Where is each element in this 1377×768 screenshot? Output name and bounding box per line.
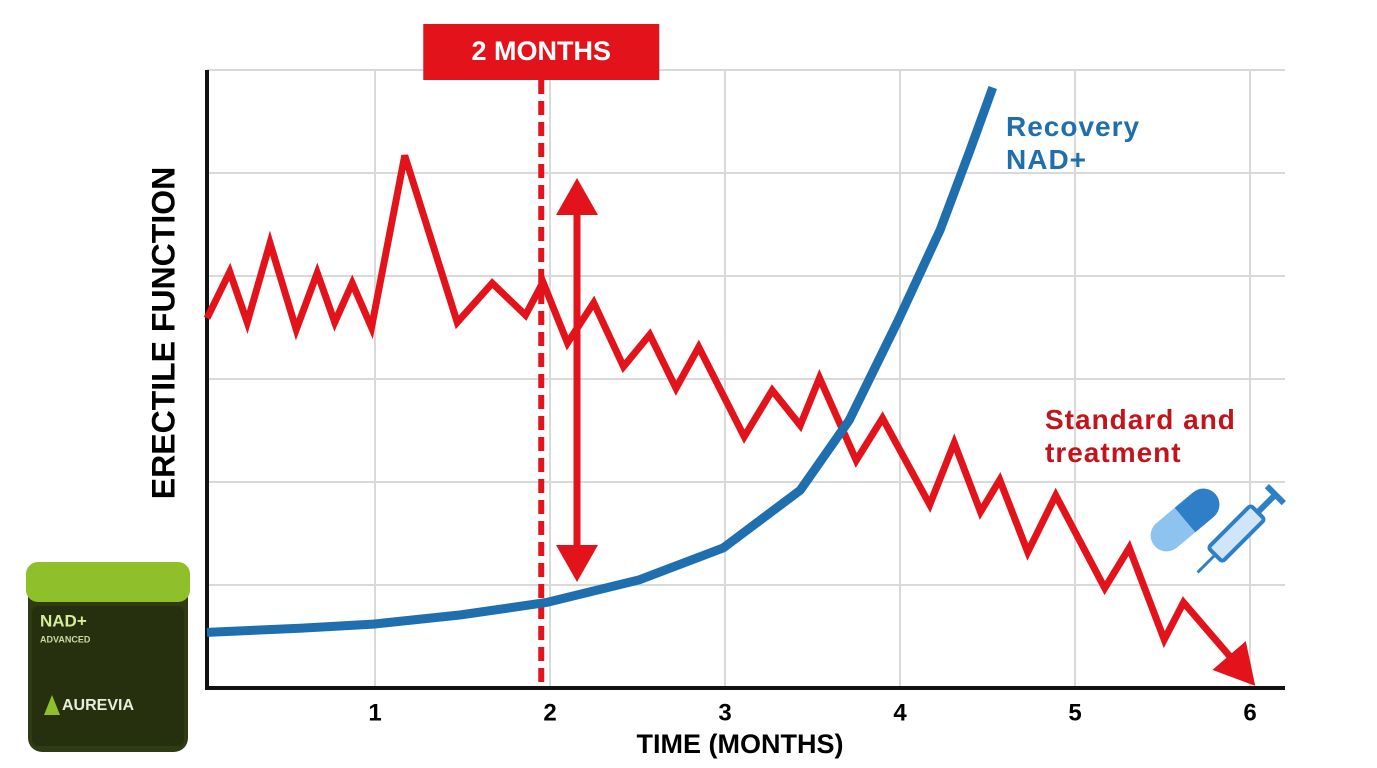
x-tick-label: 1 — [368, 699, 381, 726]
series-line — [203, 154, 1253, 683]
pill-icon — [1150, 488, 1220, 552]
plot: 1 2 3 4 5 6 TIME (MONTHS) ERECTILE FUNCTION 2 MO… — [145, 24, 1285, 759]
marker-label: 2 MONTHS — [471, 36, 611, 66]
product-jar: NAD+ ADVANCED AUREVIA — [26, 562, 190, 752]
x-tick-label: 6 — [1243, 699, 1256, 726]
legend-entry: Recovery NAD+ — [1006, 111, 1141, 175]
x-tick-label: 2 — [543, 699, 556, 726]
product-name: NAD+ — [40, 611, 87, 630]
x-tick-label: 4 — [893, 699, 907, 726]
marker-box — [423, 24, 660, 80]
x-axis-label: TIME (MONTHS) — [637, 729, 844, 759]
y-axis-label: ERECTILE FUNCTION — [145, 167, 181, 499]
x-tick-label: 3 — [718, 699, 731, 726]
legend-entry: Standard and treatment — [1045, 404, 1236, 468]
x-tick-label: 5 — [1068, 699, 1081, 726]
syringe-icon — [1196, 484, 1286, 574]
product-subtitle: ADVANCED — [40, 634, 91, 644]
series-arrow-head — [1212, 641, 1256, 686]
series-line — [206, 85, 997, 637]
gap-arrow-head — [556, 178, 598, 215]
product-brand: AUREVIA — [62, 697, 134, 714]
gap-arrow-head — [556, 545, 598, 582]
